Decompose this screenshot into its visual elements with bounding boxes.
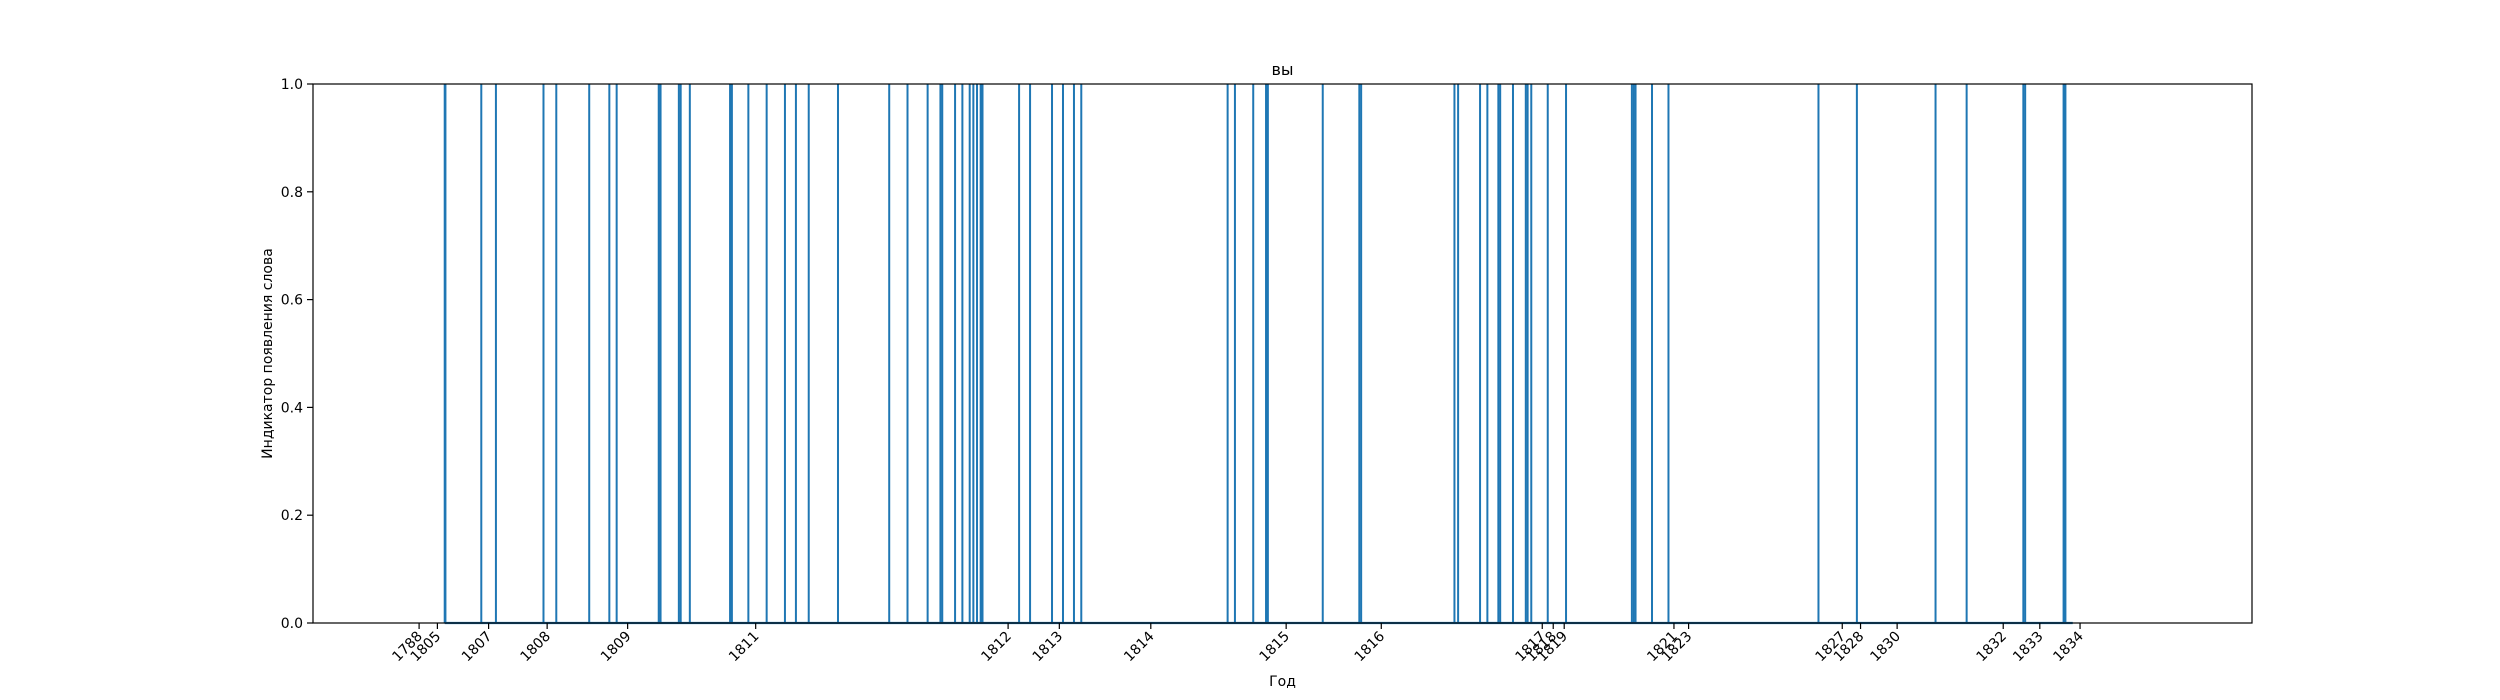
chart-title: вы <box>1271 60 1293 79</box>
y-tick-label: 0.4 <box>281 400 303 416</box>
y-tick-label: 0.2 <box>281 508 303 524</box>
y-axis-title: Индикатор появления слова <box>260 248 276 459</box>
series-layer <box>443 84 2073 625</box>
y-tick-label: 0.0 <box>281 616 303 632</box>
x-axis-title: Год <box>1269 674 1296 690</box>
y-tick-label: 1.0 <box>281 77 303 93</box>
plot-frame <box>312 83 2253 624</box>
y-axis: 0.0 0.2 0.4 0.6 0.8 1.0 <box>281 77 313 632</box>
y-tick-label: 0.8 <box>281 185 303 201</box>
y-tick-label: 0.6 <box>281 293 303 309</box>
